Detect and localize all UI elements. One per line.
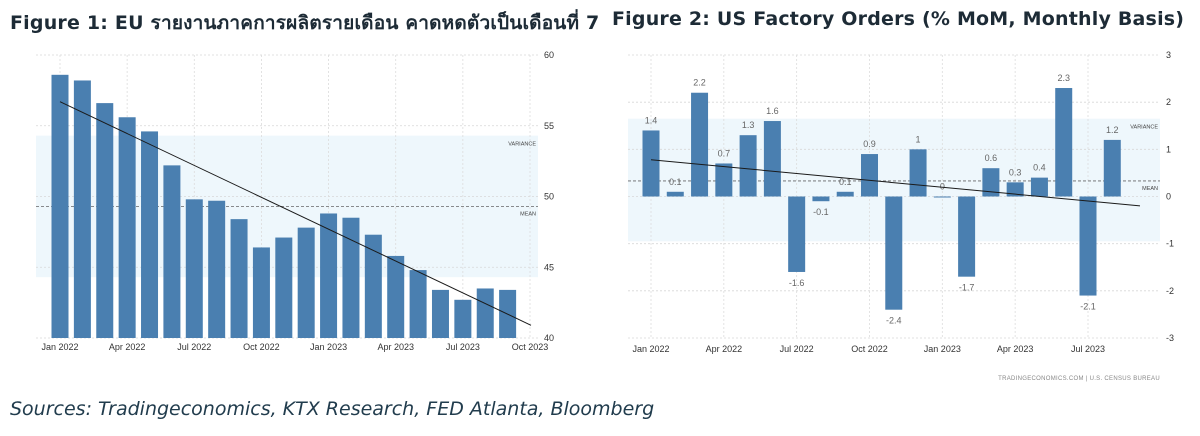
x-tick-label: Jul 2023	[446, 342, 480, 352]
y-tick-label: 40	[544, 333, 554, 343]
data-label: 1.4	[645, 115, 658, 125]
bar-aug-2022	[812, 196, 830, 202]
bar-jun-2023	[431, 289, 449, 338]
data-label: 1.6	[766, 106, 779, 116]
source-footer: TRADINGECONOMICS.COM | U.S. CENSUS BUREA…	[998, 376, 1160, 382]
x-tick-label: Oct 2022	[851, 344, 888, 354]
figure2-title: Figure 2: US Factory Orders (% MoM, Mont…	[612, 8, 1185, 30]
y-tick-label: 2	[1166, 97, 1171, 107]
x-tick-label: Jul 2023	[1071, 344, 1105, 354]
x-tick-label: Jul 2022	[780, 344, 814, 354]
bar-apr-2023	[387, 255, 405, 338]
figure1-title: Figure 1: EU รายงานภาคการผลิตรายเดือน คา…	[10, 12, 600, 34]
bar-dec-2022	[297, 227, 315, 338]
bar-dec-2022	[909, 149, 927, 197]
bar-may-2023	[1030, 177, 1048, 197]
data-label: 0.1	[839, 177, 852, 187]
data-label: 2.2	[693, 78, 706, 88]
bar-aug-2023	[1103, 139, 1121, 197]
bar-aug-2023	[476, 288, 494, 338]
bar-mar-2023	[982, 168, 1000, 197]
y-tick-label: 3	[1166, 50, 1171, 60]
mean-label: MEAN	[1142, 186, 1158, 192]
x-tick-label: Apr 2022	[109, 342, 146, 352]
bar-may-2022	[739, 135, 757, 197]
bar-oct-2022	[861, 154, 878, 197]
bar-jul-2023	[1079, 196, 1097, 296]
bar-jul-2022	[185, 199, 203, 338]
data-label: 0.1	[669, 177, 682, 187]
bar-nov-2022	[275, 237, 293, 338]
x-tick-label: Oct 2022	[243, 342, 280, 352]
trend-line	[650, 159, 1141, 207]
bar-sep-2022	[230, 219, 248, 338]
bar-jun-2022	[763, 121, 781, 197]
data-label: 1.3	[742, 120, 755, 130]
bar-oct-2022	[252, 247, 270, 338]
variance-label: VARIANCE	[508, 142, 536, 148]
y-tick-label: 45	[544, 262, 554, 272]
data-label: 1.2	[1106, 125, 1119, 135]
bar-sep-2022	[836, 191, 854, 197]
data-label: -1.7	[959, 283, 975, 293]
data-label: 0	[940, 182, 945, 192]
data-label: 0.4	[1033, 163, 1046, 173]
mean-label: MEAN	[520, 211, 536, 217]
bar-jan-2023	[933, 196, 951, 198]
y-tick-label: 60	[544, 50, 554, 60]
x-tick-label: Oct 2023	[512, 342, 549, 352]
bar-jan-2023	[320, 213, 338, 338]
bar-may-2022	[141, 131, 159, 338]
data-label: 0.3	[1009, 167, 1022, 177]
y-tick-label: -2	[1166, 286, 1174, 296]
bar-feb-2022	[666, 191, 684, 197]
data-label: -0.1	[813, 207, 829, 217]
sources-note: Sources: Tradingeconomics, KTX Research,…	[10, 398, 655, 420]
data-label: -2.1	[1080, 302, 1096, 312]
variance-label: VARIANCE	[1130, 125, 1158, 131]
data-label: -1.6	[789, 278, 805, 288]
data-label: 0.6	[985, 153, 998, 163]
bar-feb-2022	[73, 80, 91, 338]
trend-line	[59, 101, 532, 326]
bar-mar-2022	[691, 92, 709, 197]
x-tick-label: Jan 2022	[41, 342, 78, 352]
data-label: -2.4	[886, 316, 902, 326]
y-tick-label: 0	[1166, 192, 1171, 202]
bar-jan-2022	[51, 74, 69, 338]
bar-jun-2022	[163, 165, 181, 338]
bar-feb-2023	[342, 217, 360, 338]
bar-apr-2023	[1006, 182, 1024, 197]
bar-nov-2022	[885, 196, 903, 310]
x-tick-label: Jan 2023	[924, 344, 961, 354]
data-label: 0.9	[863, 139, 876, 149]
x-tick-label: Jan 2023	[310, 342, 347, 352]
data-label: 1	[916, 134, 921, 144]
y-tick-label: 50	[544, 192, 554, 202]
bar-mar-2023	[364, 234, 382, 338]
bar-apr-2022	[715, 163, 733, 197]
bar-may-2023	[409, 270, 427, 338]
bar-apr-2022	[118, 117, 136, 338]
y-tick-label: -3	[1166, 333, 1174, 343]
x-tick-label: Apr 2023	[997, 344, 1034, 354]
x-tick-label: Jan 2022	[632, 344, 669, 354]
y-tick-label: -1	[1166, 239, 1174, 249]
y-tick-label: 55	[544, 121, 554, 131]
y-tick-label: 1	[1166, 144, 1171, 154]
x-tick-label: Apr 2022	[706, 344, 743, 354]
bar-jun-2023	[1055, 88, 1073, 197]
bar-mar-2022	[96, 103, 114, 338]
bar-aug-2022	[208, 200, 226, 338]
x-tick-label: Apr 2023	[377, 342, 414, 352]
data-label: 2.3	[1057, 73, 1070, 83]
x-tick-label: Jul 2022	[177, 342, 211, 352]
data-label: 0.7	[718, 148, 731, 158]
bar-jul-2022	[788, 196, 806, 272]
bar-feb-2023	[958, 196, 976, 277]
bar-jan-2022	[642, 130, 660, 197]
bar-jul-2023	[454, 299, 472, 338]
